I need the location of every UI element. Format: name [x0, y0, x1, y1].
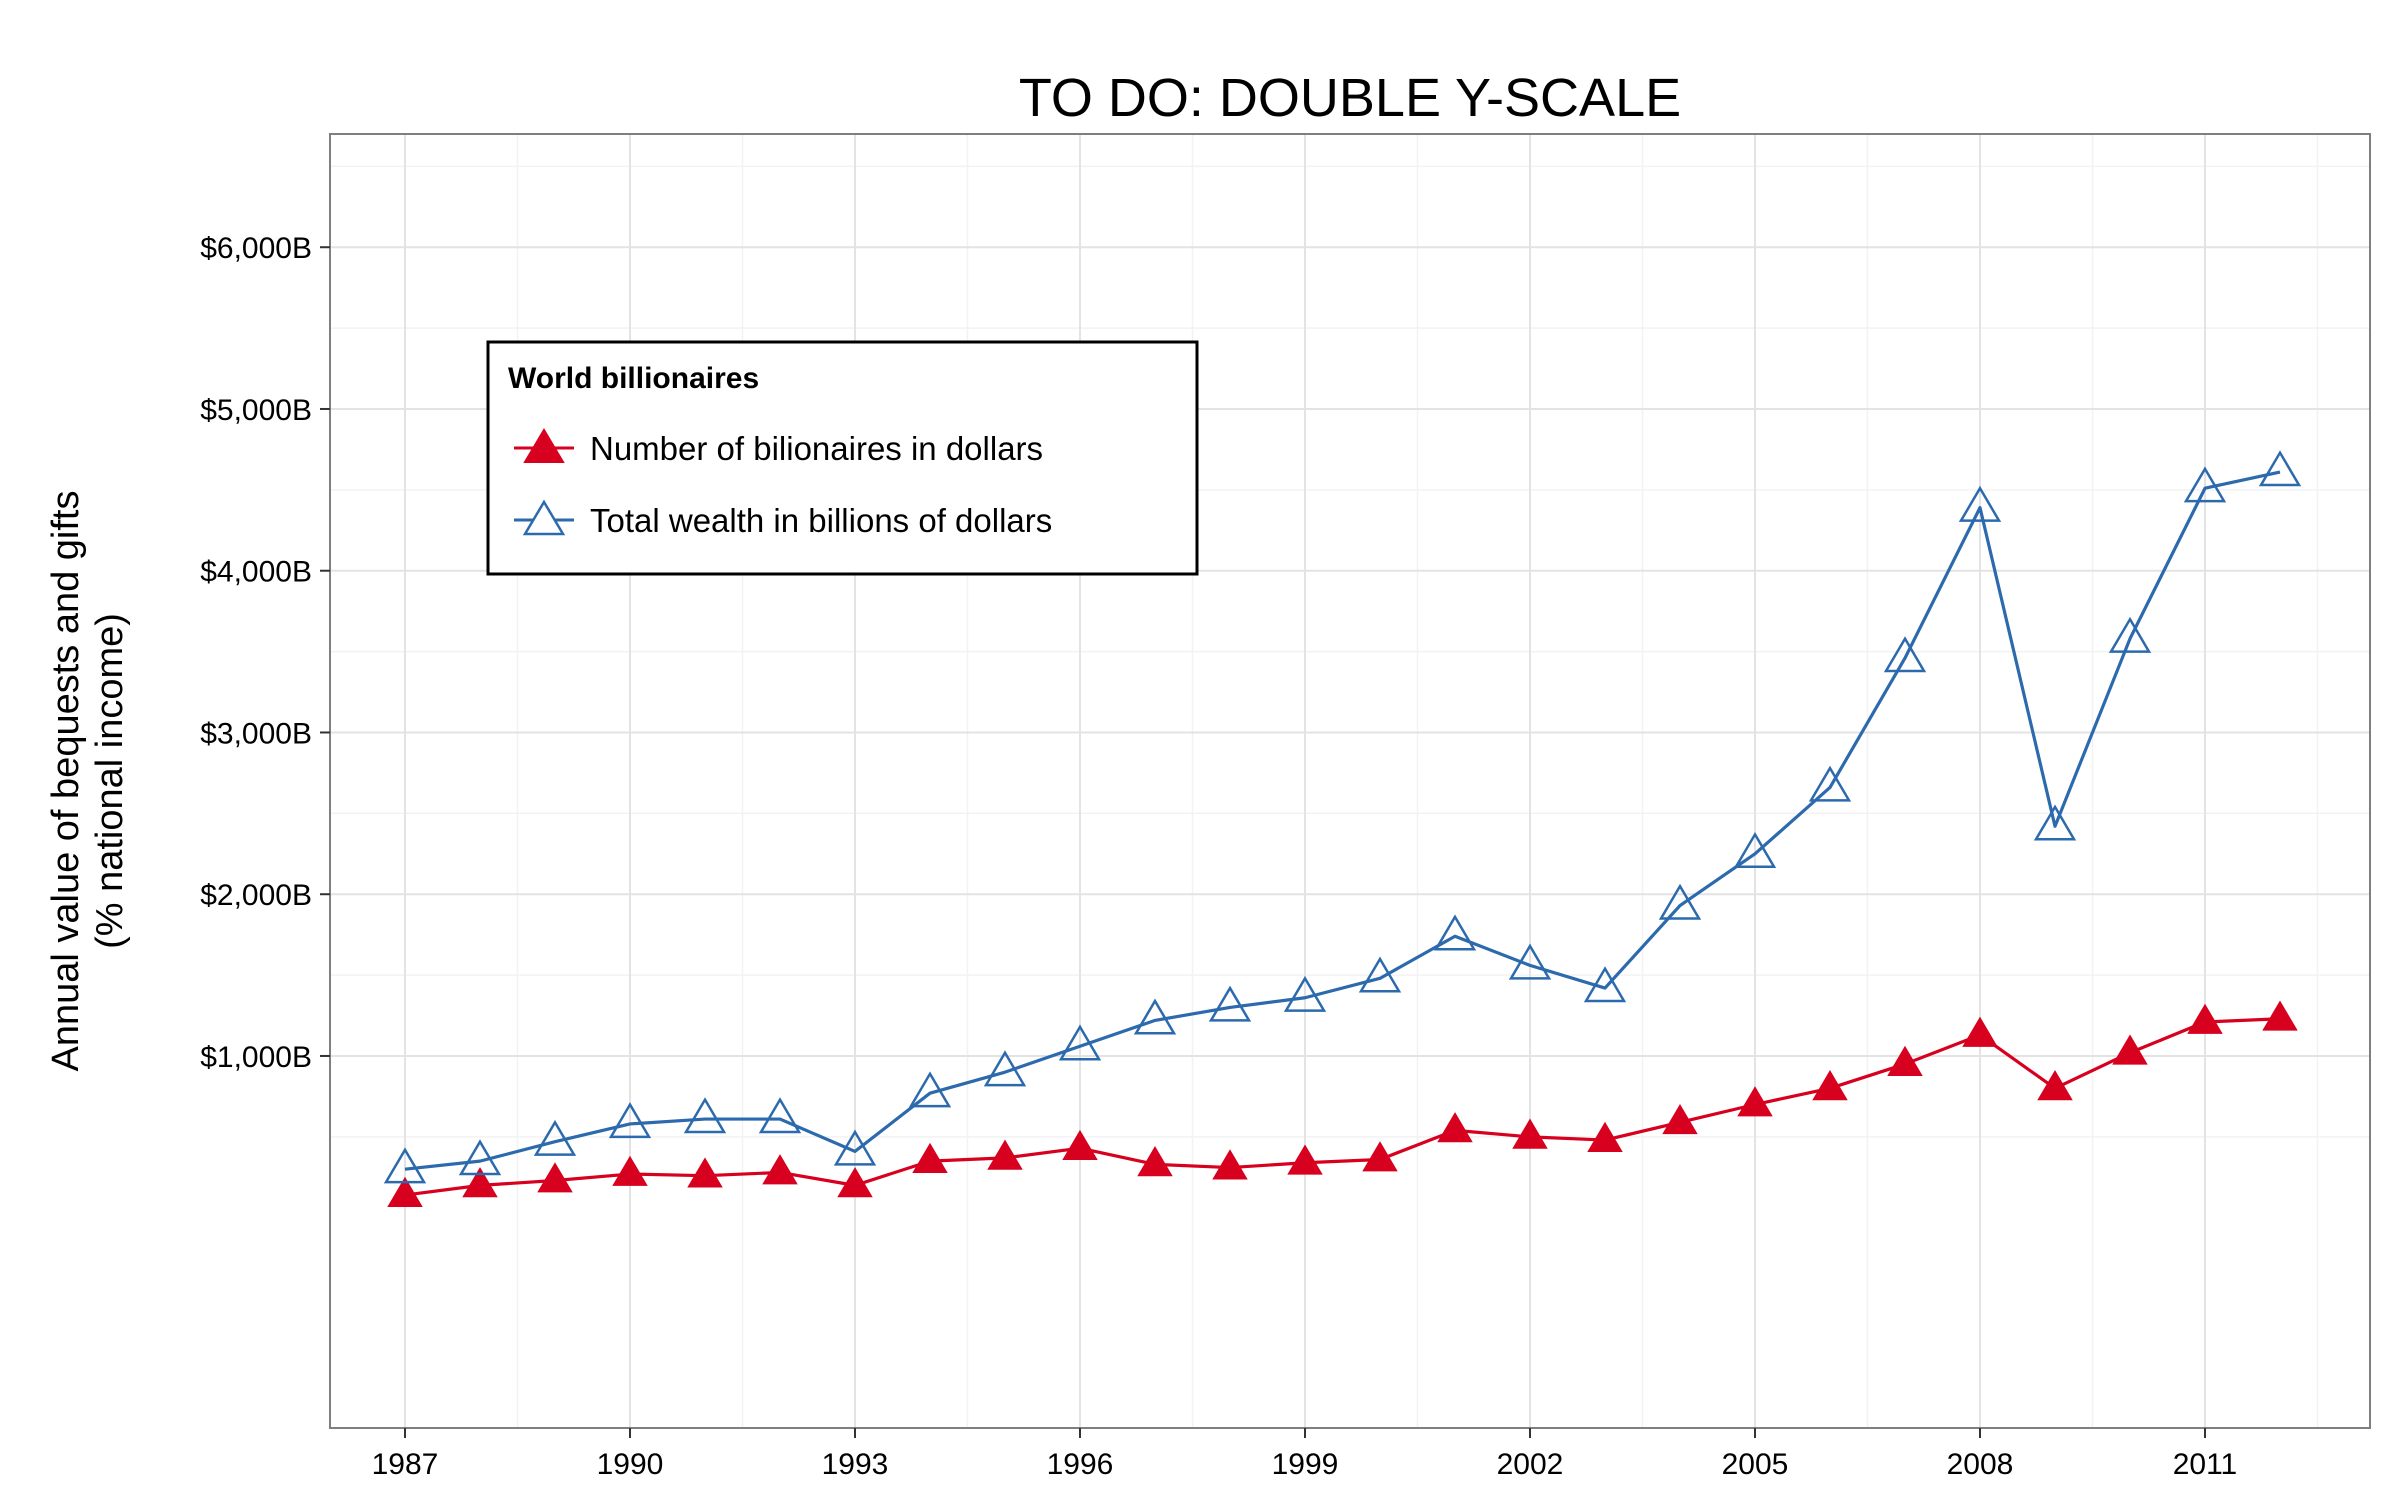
data-point-series-0 — [1287, 1144, 1323, 1175]
data-point-series-1 — [1283, 975, 1327, 1012]
data-point-series-1 — [2108, 616, 2152, 653]
y-tick-label: $2,000B — [200, 879, 312, 912]
data-point-series-1 — [1658, 883, 1702, 920]
data-point-series-1 — [908, 1071, 952, 1108]
legend-entry-billionaires-count: Number of bilionaires in dollars — [514, 428, 1043, 467]
series-layer — [383, 450, 2302, 1207]
y-tick-label: $3,000B — [200, 717, 312, 750]
data-point-series-1 — [833, 1129, 877, 1166]
data-point-series-1 — [1133, 998, 1177, 1035]
legend-label-total-wealth: Total wealth in billions of dollars — [590, 502, 1052, 539]
x-tick-label: 2011 — [2173, 1448, 2238, 1481]
data-point-series-1 — [1733, 831, 1777, 868]
chart-title: TO DO: DOUBLE Y-SCALE — [1019, 68, 1681, 128]
y-tick-label: $6,000B — [200, 232, 312, 265]
data-point-series-0 — [1662, 1103, 1698, 1135]
x-tick-label: 1987 — [372, 1448, 439, 1481]
data-point-series-0 — [537, 1162, 573, 1193]
data-point-series-1 — [1508, 943, 1552, 980]
x-tick-label: 2005 — [1722, 1448, 1789, 1481]
y-axis-label: Annual value of bequests and gifts (% na… — [45, 491, 131, 1072]
data-point-series-1 — [1883, 636, 1927, 673]
data-point-series-1 — [533, 1119, 577, 1156]
legend-marker-total-wealth — [522, 499, 566, 536]
y-tick-label: $1,000B — [200, 1041, 312, 1074]
data-point-series-1 — [383, 1147, 427, 1184]
data-point-series-0 — [762, 1154, 798, 1185]
data-point-series-1 — [1808, 765, 1852, 802]
legend-box — [486, 340, 1199, 576]
y-tick-labels: $1,000B $2,000B $3,000B $4,000B $5,000B $6,00… — [200, 232, 312, 1074]
legend-title: World billionaires — [508, 362, 759, 395]
data-point-series-0 — [387, 1176, 423, 1207]
data-point-series-0 — [1962, 1016, 1998, 1047]
data-point-series-1 — [1433, 914, 1477, 951]
legend-marker-billionaires-count — [523, 428, 565, 463]
x-tick-label: 1999 — [1272, 1448, 1339, 1481]
x-tick-label: 1993 — [822, 1448, 889, 1481]
data-point-series-1 — [1208, 985, 1252, 1022]
series-1 — [383, 450, 2302, 1184]
data-point-series-0 — [2112, 1034, 2148, 1065]
x-tick-label: 2008 — [1947, 1448, 2014, 1481]
data-point-series-0 — [462, 1167, 498, 1198]
legend-label-billionaires-count: Number of bilionaires in dollars — [590, 430, 1043, 467]
legend: World billionaires Number of bilionaires… — [486, 340, 1199, 576]
y-axis-label-line1: Annual value of bequests and gifts — [45, 491, 87, 1072]
data-point-series-1 — [1358, 956, 1402, 993]
data-point-series-0 — [2187, 1003, 2223, 1034]
y-tick-label: $5,000B — [200, 394, 312, 427]
x-tick-labels: 1987 1990 1993 1996 1999 2002 2005 2008 2011 — [372, 1448, 2238, 1481]
x-tick-label: 1996 — [1047, 1448, 1114, 1481]
data-point-series-1 — [2258, 450, 2302, 487]
data-point-series-1 — [1058, 1024, 1102, 1061]
major-gridlines — [330, 134, 2370, 1428]
data-point-series-0 — [1137, 1146, 1173, 1177]
data-point-series-0 — [1437, 1112, 1473, 1143]
data-point-series-1 — [983, 1050, 1027, 1087]
data-point-series-1 — [683, 1097, 727, 1134]
data-point-series-0 — [1512, 1118, 1548, 1149]
x-tick-label: 1990 — [597, 1448, 664, 1481]
data-point-series-0 — [912, 1142, 948, 1173]
plot-border — [329, 133, 2371, 1429]
data-point-series-0 — [1737, 1086, 1773, 1117]
data-point-series-0 — [1062, 1129, 1098, 1161]
data-point-series-0 — [987, 1139, 1023, 1170]
data-point-series-1 — [458, 1139, 502, 1176]
legend-entry-total-wealth: Total wealth in billions of dollars — [514, 499, 1052, 539]
y-tick-label: $4,000B — [200, 556, 312, 589]
axis-ticks — [320, 246, 2206, 1438]
data-point-series-1 — [2183, 466, 2227, 503]
data-point-series-1 — [1958, 485, 2002, 522]
data-point-series-0 — [1362, 1141, 1398, 1172]
data-point-series-0 — [612, 1155, 648, 1186]
data-point-series-0 — [1812, 1070, 1848, 1101]
data-point-series-1 — [1583, 966, 1627, 1003]
series-0 — [387, 1000, 2298, 1207]
data-point-series-0 — [2262, 1000, 2298, 1031]
data-point-series-0 — [837, 1167, 873, 1198]
y-axis-label-line2: (% national income) — [89, 613, 131, 949]
data-point-series-1 — [758, 1097, 802, 1134]
data-point-series-1 — [608, 1102, 652, 1139]
data-point-series-0 — [2037, 1070, 2073, 1101]
data-point-series-0 — [1587, 1121, 1623, 1152]
data-point-series-0 — [1212, 1149, 1248, 1180]
data-point-series-0 — [1887, 1045, 1923, 1076]
data-point-series-1 — [2033, 804, 2077, 841]
x-tick-label: 2002 — [1497, 1448, 1564, 1481]
data-point-series-0 — [687, 1157, 723, 1188]
